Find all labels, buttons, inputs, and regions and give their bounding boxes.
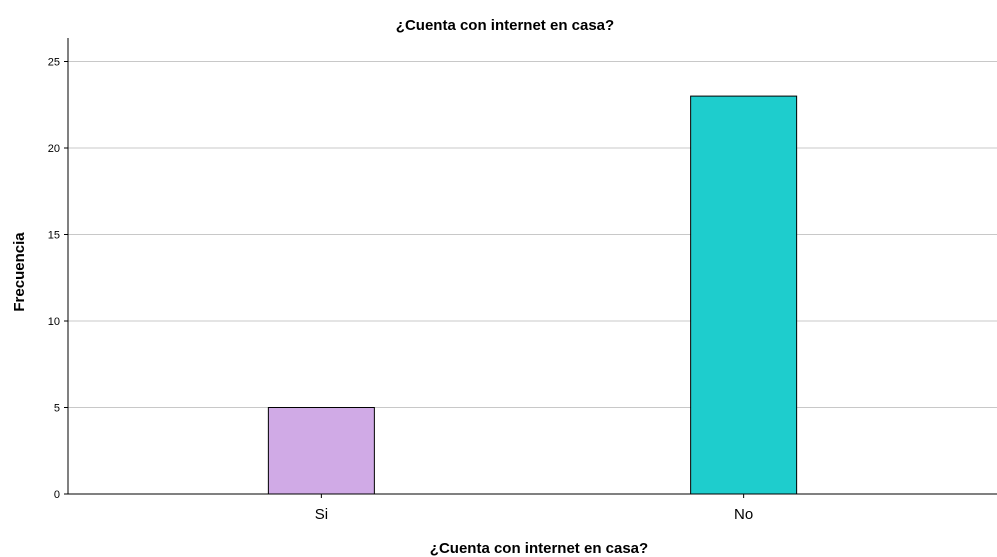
x-tick-label-si: Si <box>315 506 328 523</box>
y-tick-label: 20 <box>48 143 60 155</box>
x-axis-title: ¿Cuenta con internet en casa? <box>430 540 648 557</box>
y-tick-label: 25 <box>48 57 60 69</box>
y-tick-label: 15 <box>48 230 60 242</box>
bars <box>267 95 798 495</box>
y-tick-label: 10 <box>48 316 60 328</box>
y-tick-label: 0 <box>54 489 60 501</box>
chart-title: ¿Cuenta con internet en casa? <box>396 17 614 34</box>
x-tick-labels: Si No <box>315 494 753 523</box>
bar-no <box>690 95 798 495</box>
y-axis-title: Frecuencia <box>11 232 28 312</box>
bar-si <box>267 407 375 495</box>
y-tick-labels: 0 5 10 15 20 25 <box>48 57 68 501</box>
gridlines <box>68 61 997 408</box>
x-tick-label-no: No <box>734 506 753 523</box>
y-tick-label: 5 <box>54 403 60 415</box>
